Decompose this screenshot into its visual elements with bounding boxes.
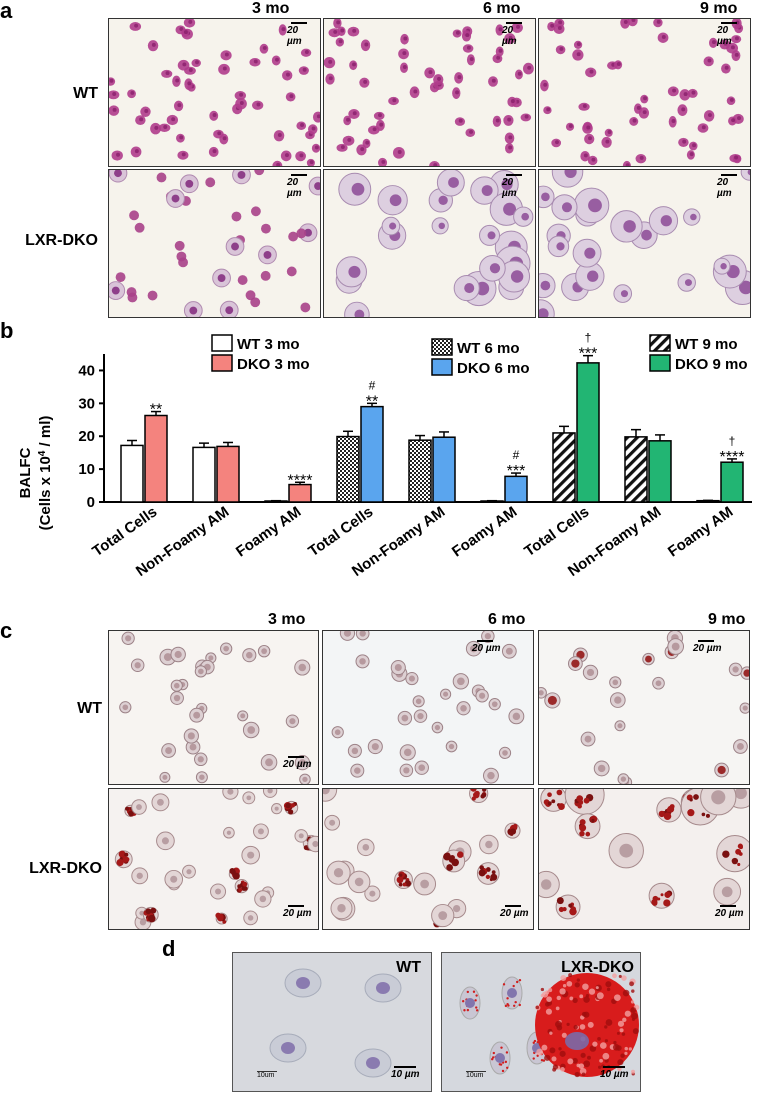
micrograph-c-dko-6mo	[322, 788, 534, 930]
scale-bar-a6: 20 µm	[717, 174, 745, 199]
micrograph-c-dko-9mo	[538, 788, 750, 930]
panel-a-row-wt: WT	[73, 85, 98, 102]
legend-label: DKO 6 mo	[457, 360, 530, 377]
scale-bar-c3: 20 µm	[693, 640, 723, 654]
micrograph-a-wt-9mo	[538, 18, 751, 167]
legend-swatch	[211, 334, 233, 352]
bar-wt	[120, 444, 144, 503]
micrograph-d-dko: LXR-DKO 10um 10 µm	[441, 952, 641, 1092]
bar-dko	[504, 475, 528, 503]
micrograph-a-wt-6mo	[323, 18, 536, 167]
scale-bar-a4: 20 µm	[287, 174, 315, 199]
micrograph-d-wt: WT 10um 10 µm	[232, 952, 432, 1092]
panel-c-col-3mo: 3 mo	[268, 611, 306, 628]
bar-wt	[192, 446, 216, 503]
y-axis-label-line1: BALFC	[17, 447, 34, 498]
micrograph-a-wt-3mo	[108, 18, 321, 167]
scale-bar-a3: 20 µm	[717, 22, 745, 47]
bar-wt	[336, 435, 360, 503]
bar-dko	[360, 405, 384, 503]
panel-a-col-6mo: 6 mo	[483, 0, 521, 17]
panel-c-col-6mo: 6 mo	[488, 611, 526, 628]
panel-d-wt-label: WT	[396, 959, 421, 976]
micrograph-a-dko-9mo	[538, 169, 751, 318]
legend-swatch	[431, 338, 453, 356]
x-tick-label: Total Cells	[305, 503, 376, 560]
y-tick-label: 40	[78, 362, 95, 379]
scale-bar-c6: 20 µm	[715, 905, 745, 919]
scale-bar-c4: 20 µm	[283, 905, 313, 919]
legend-label: WT 9 mo	[675, 336, 738, 353]
scale-bar-c2: 20 µm	[472, 640, 502, 654]
y-axis-label-line2: (Cells x 104 / ml)	[37, 416, 54, 531]
scale-bar-d2: 10 µm	[600, 1066, 630, 1080]
inner-scale-d1: 10um	[257, 1071, 277, 1079]
bar-dko	[648, 440, 672, 503]
panel-a-col-3mo: 3 mo	[252, 0, 290, 17]
significance-mark: #	[369, 378, 376, 392]
legend-label: DKO 9 mo	[675, 356, 748, 373]
panel-c-row-wt: WT	[77, 700, 102, 717]
scale-bar-a2: 20 µm	[502, 22, 530, 47]
bar-wt	[408, 439, 432, 503]
significance-mark: ***	[579, 346, 598, 363]
x-tick-label: Total Cells	[89, 503, 160, 560]
legend-swatch	[431, 358, 453, 376]
scale-bar-c5: 20 µm	[500, 905, 530, 919]
significance-mark: †	[729, 434, 736, 448]
bar-dko	[144, 414, 168, 503]
y-tick-label: 30	[78, 395, 95, 412]
significance-mark: ****	[288, 472, 313, 489]
legend-label: WT 6 mo	[457, 340, 520, 357]
y-tick-label: 20	[78, 428, 95, 445]
x-tick-label: Total Cells	[521, 503, 592, 560]
bar-dko	[720, 461, 744, 503]
y-tick-label: 0	[87, 494, 95, 511]
panel-d-dko-label: LXR-DKO	[561, 959, 634, 976]
panel-c-label: c	[0, 618, 13, 643]
micrograph-c-dko-3mo	[108, 788, 319, 930]
panel-c-col-9mo: 9 mo	[708, 611, 746, 628]
scale-bar-a5: 20 µm	[502, 174, 530, 199]
panel-c-row-dko: LXR-DKO	[29, 860, 102, 877]
micrograph-c-wt-3mo	[108, 630, 319, 785]
scale-bar-d1: 10 µm	[391, 1066, 421, 1080]
significance-mark: ***	[507, 463, 526, 480]
bar-wt	[624, 436, 648, 503]
significance-mark: **	[366, 393, 378, 410]
legend-label: DKO 3 mo	[237, 356, 310, 373]
x-tick-label: Foamy AM	[449, 503, 520, 560]
significance-mark: ****	[720, 449, 745, 466]
panel-a-label: a	[0, 0, 13, 23]
scale-bar-c1: 20 µm	[283, 756, 313, 770]
panel-a-row-dko: LXR-DKO	[25, 232, 98, 249]
significance-mark: **	[150, 402, 162, 419]
bar-dko	[432, 436, 456, 503]
bar-wt	[552, 432, 576, 503]
panel-b-label: b	[0, 318, 14, 343]
micrograph-c-wt-6mo	[322, 630, 534, 785]
significance-mark: †	[585, 331, 592, 345]
x-tick-label: Foamy AM	[665, 503, 736, 560]
micrograph-a-dko-6mo	[323, 169, 536, 318]
bar-dko	[288, 483, 312, 503]
y-tick-label: 10	[78, 461, 95, 478]
significance-mark: #	[513, 448, 520, 462]
x-tick-label: Foamy AM	[233, 503, 304, 560]
bar-dko	[216, 445, 240, 503]
legend-swatch	[211, 354, 233, 372]
micrograph-c-wt-9mo	[538, 630, 750, 785]
legend-swatch	[649, 354, 671, 372]
micrograph-a-dko-3mo	[108, 169, 321, 318]
legend-swatch	[649, 334, 671, 352]
panel-d-label: d	[162, 936, 176, 961]
legend-label: WT 3 mo	[237, 336, 300, 353]
inner-scale-d2: 10um	[466, 1071, 486, 1079]
bar-dko	[576, 362, 600, 503]
scale-bar-a1: 20 µm	[287, 22, 315, 47]
panel-a-col-9mo: 9 mo	[700, 0, 738, 17]
